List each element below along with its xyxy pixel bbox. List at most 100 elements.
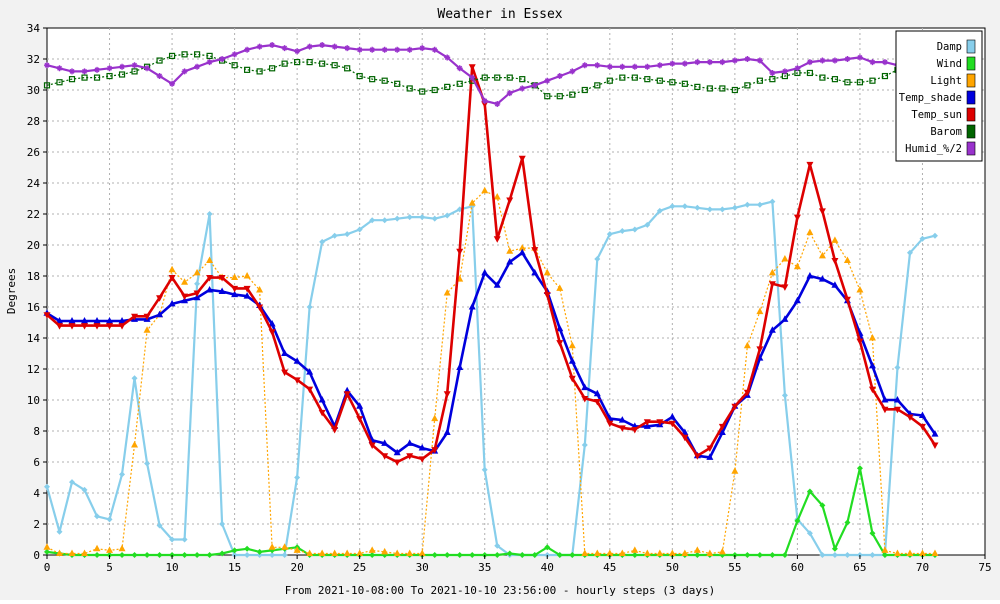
data-point-damp [306,304,313,310]
data-point-temp-shade [381,439,389,446]
data-point-wind [156,552,163,558]
data-point-temp-sun [668,420,676,428]
data-point-damp [319,238,326,245]
data-point-damp [381,217,388,224]
data-point-barom [68,76,76,83]
data-point-damp [294,474,301,481]
data-point-temp-shade [393,448,401,456]
data-point-barom [681,80,688,87]
data-point-light [856,285,864,293]
data-point-temp-sun [606,420,614,428]
data-point-temp-sun [706,445,714,453]
data-point-barom [106,72,113,80]
data-point-temp-sun [468,64,476,71]
data-point-temp-sun [381,453,389,460]
data-point-temp-sun [418,456,426,463]
data-point-damp [194,280,201,287]
data-point-light [793,262,801,270]
data-point-humid-2 [769,69,776,76]
data-point-temp-sun [581,395,589,403]
data-point-damp [806,530,813,537]
data-point-light [668,549,676,556]
data-point-barom [731,86,738,94]
data-point-wind [794,517,801,524]
data-point-humid-2 [756,57,763,64]
data-point-damp [619,228,626,235]
data-point-humid-2 [44,62,50,69]
legend-label-temp-sun: Temp_sun [911,109,962,121]
data-point-light [118,544,126,552]
data-point-barom [769,76,776,83]
data-point-temp-sun [356,416,364,423]
x-tick-label: 5 [106,561,113,574]
data-point-temp-sun [56,323,64,330]
data-point-light [331,549,339,556]
y-tick-label: 2 [33,518,40,531]
data-point-light [618,549,626,556]
data-point-humid-2 [781,68,788,75]
data-point-barom [481,74,488,81]
data-point-temp-shade [506,258,514,265]
data-point-temp-shade [881,396,889,403]
data-point-damp [781,392,788,399]
data-point-wind [769,552,776,558]
data-point-temp-sun [818,208,826,215]
legend-label-light: Light [930,75,962,87]
data-point-light [881,546,889,553]
data-point-humid-2 [356,46,363,53]
data-point-damp [106,516,113,523]
data-point-humid-2 [456,65,463,72]
data-point-temp-sun [868,386,876,394]
x-tick-label: 35 [478,561,491,574]
x-tick-label: 60 [791,561,804,574]
data-point-barom [381,77,388,84]
data-point-barom [206,52,213,60]
y-tick-label: 6 [33,456,40,469]
legend-label-humid-2: Humid_%/2 [905,143,962,155]
data-point-light [56,549,64,556]
data-point-humid-2 [656,62,663,69]
data-point-humid-2 [131,62,138,69]
data-point-temp-sun [731,403,739,411]
data-point-light [681,549,689,556]
data-point-humid-2 [256,43,263,50]
data-point-light [418,549,426,556]
data-point-temp-shade [768,326,776,333]
series-humid-2 [44,42,938,107]
data-point-temp-shade [568,357,576,364]
data-point-damp [181,536,188,543]
data-point-temp-sun [268,329,276,336]
data-point-temp-sun [131,313,139,321]
data-point-light [343,549,351,556]
data-point-light [843,256,851,263]
data-point-damp [44,483,50,490]
data-point-humid-2 [169,80,176,87]
data-point-light [656,549,664,556]
data-point-light [693,546,701,553]
data-point-temp-shade [118,316,126,324]
x-tick-label: 15 [228,561,241,574]
data-point-humid-2 [231,51,238,58]
data-point-damp [931,232,938,239]
data-point-humid-2 [394,46,401,53]
data-point-temp-sun [856,338,864,346]
legend-swatch-light [966,73,976,88]
y-tick-label: 24 [27,177,41,190]
data-point-humid-2 [869,59,876,66]
data-point-barom [281,60,288,67]
data-point-humid-2 [144,65,151,72]
data-point-wind [256,548,263,555]
data-point-temp-shade [306,368,314,375]
data-point-damp [581,441,588,448]
data-point-temp-sun [218,275,226,282]
data-point-damp [394,215,401,222]
plot-area [46,27,986,556]
data-point-light [568,341,576,349]
data-point-wind [44,548,50,555]
data-point-damp [894,364,901,371]
x-tick-label: 10 [165,561,178,574]
data-point-barom [168,52,176,60]
x-tick-label: 20 [291,561,304,574]
data-point-humid-2 [331,43,338,50]
